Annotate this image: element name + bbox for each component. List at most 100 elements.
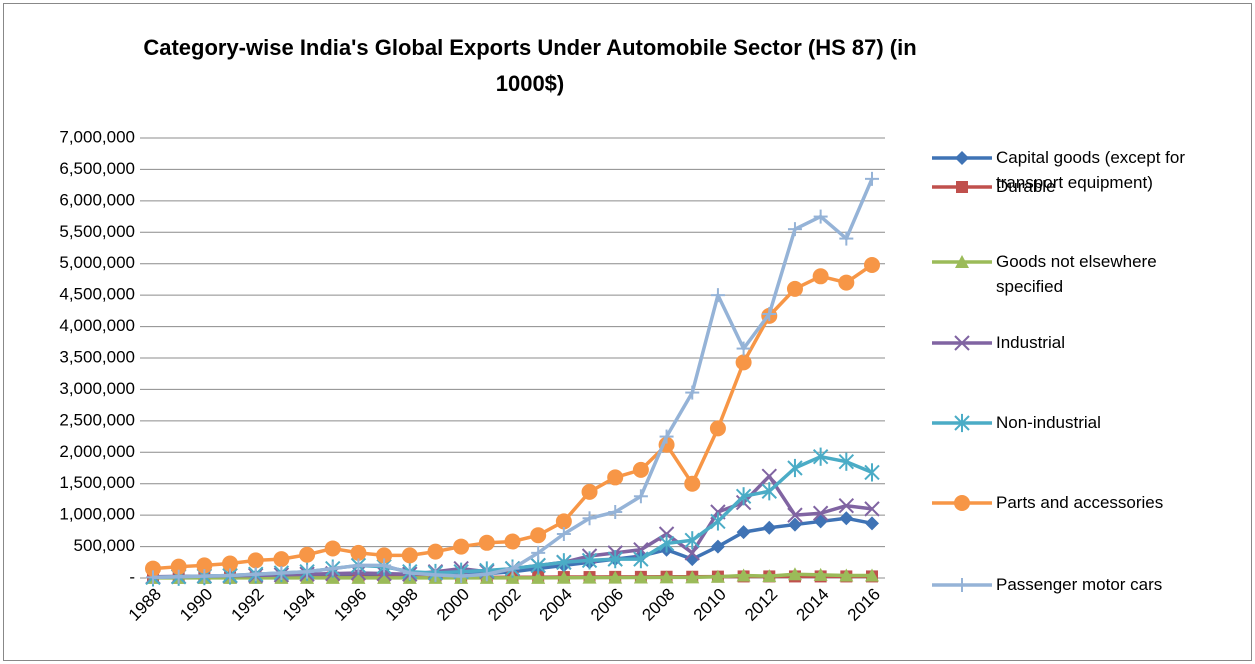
marker xyxy=(531,570,546,584)
marker-shape xyxy=(812,268,829,285)
marker-shape xyxy=(954,495,970,511)
marker xyxy=(505,561,520,576)
marker xyxy=(531,545,546,560)
marker-shape xyxy=(581,483,598,500)
marker xyxy=(402,565,417,580)
marker-shape xyxy=(762,569,777,583)
marker xyxy=(581,551,598,570)
marker xyxy=(453,538,470,555)
marker xyxy=(479,567,494,582)
marker xyxy=(581,483,598,500)
marker xyxy=(608,570,623,584)
marker xyxy=(351,570,366,584)
x-tick-label: 2012 xyxy=(741,585,781,625)
marker xyxy=(632,461,649,478)
marker xyxy=(812,505,829,521)
marker-shape xyxy=(685,570,700,584)
x-tick-label: 2014 xyxy=(792,585,832,625)
marker-shape xyxy=(273,551,290,568)
y-tick-label: 6,500,000 xyxy=(59,159,135,178)
marker-shape xyxy=(531,570,546,584)
marker xyxy=(954,413,970,433)
x-tick-label: 1988 xyxy=(125,585,165,625)
marker xyxy=(428,567,443,582)
marker-shape xyxy=(955,255,969,268)
marker xyxy=(658,534,675,553)
x-tick-label: 2004 xyxy=(536,585,576,625)
marker xyxy=(710,512,726,531)
marker xyxy=(787,567,802,581)
marker xyxy=(171,569,186,584)
marker-shape xyxy=(838,274,855,291)
marker xyxy=(376,547,393,564)
marker xyxy=(761,468,777,484)
marker xyxy=(684,545,700,561)
y-tick-label: 5,500,000 xyxy=(59,222,135,241)
marker xyxy=(170,558,187,575)
marker xyxy=(351,558,366,573)
marker-shape xyxy=(787,567,802,581)
marker xyxy=(762,569,777,583)
y-tick-label: 4,500,000 xyxy=(59,285,135,304)
marker xyxy=(196,557,213,574)
marker xyxy=(608,505,623,519)
x-tick-label: 1994 xyxy=(279,585,319,625)
marker xyxy=(955,578,969,592)
marker xyxy=(223,568,238,583)
marker xyxy=(685,385,700,400)
legend-label: Goods not elsewhere specified xyxy=(996,252,1157,296)
marker-shape xyxy=(839,511,854,526)
marker xyxy=(956,181,968,193)
marker-shape xyxy=(736,525,751,540)
marker xyxy=(633,570,648,584)
marker xyxy=(377,558,392,573)
marker xyxy=(324,540,341,557)
marker xyxy=(607,469,624,486)
legend-label: Durable xyxy=(996,177,1056,196)
marker xyxy=(556,570,571,584)
marker xyxy=(736,525,751,540)
marker xyxy=(350,544,367,561)
marker xyxy=(556,527,571,541)
series-line xyxy=(152,178,874,580)
marker xyxy=(633,550,649,569)
marker-shape xyxy=(787,507,803,523)
marker xyxy=(787,507,803,523)
marker xyxy=(222,555,239,572)
marker xyxy=(377,570,392,584)
marker-shape xyxy=(632,461,649,478)
marker-shape xyxy=(684,475,701,492)
marker xyxy=(839,568,854,582)
marker-shape xyxy=(865,568,879,582)
marker xyxy=(659,570,674,584)
marker xyxy=(325,561,340,576)
marker xyxy=(762,520,777,535)
y-tick-label: 7,000,000 xyxy=(59,127,135,146)
marker xyxy=(813,209,828,224)
marker xyxy=(145,560,161,577)
marker-shape xyxy=(222,555,239,572)
marker xyxy=(530,527,547,544)
marker-shape xyxy=(196,557,213,574)
marker-shape xyxy=(813,567,828,581)
marker-shape xyxy=(838,498,855,514)
marker-shape xyxy=(709,420,726,437)
x-tick-label: 2002 xyxy=(484,585,524,625)
marker xyxy=(839,231,854,246)
marker xyxy=(274,565,289,580)
marker xyxy=(787,517,802,532)
marker-shape xyxy=(762,520,777,535)
marker xyxy=(812,447,829,466)
legend-label: Passenger motor cars xyxy=(996,575,1163,594)
marker-shape xyxy=(633,570,648,584)
marker xyxy=(710,539,725,554)
marker xyxy=(762,307,777,321)
legend-label: Capital goods (except for transport equi… xyxy=(996,148,1185,192)
marker-shape xyxy=(761,468,777,484)
marker xyxy=(787,222,802,237)
marker xyxy=(710,569,725,583)
marker xyxy=(864,501,880,517)
marker xyxy=(813,514,828,529)
legend-label: Industrial xyxy=(996,333,1065,352)
y-tick-label: 5,000,000 xyxy=(59,253,135,272)
